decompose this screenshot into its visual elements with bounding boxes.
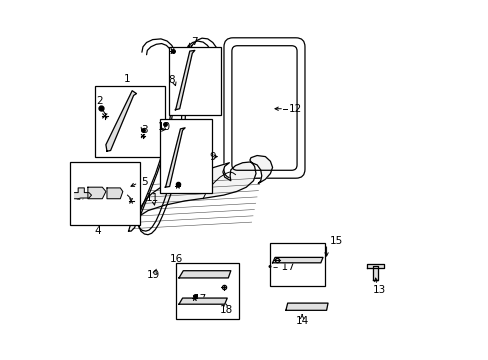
Polygon shape (128, 156, 272, 231)
Polygon shape (106, 91, 136, 151)
Text: 8: 8 (168, 75, 175, 85)
Text: 4: 4 (94, 226, 101, 236)
Polygon shape (179, 271, 230, 278)
Text: 17: 17 (193, 294, 206, 304)
Polygon shape (165, 128, 185, 187)
Text: 6: 6 (74, 192, 80, 202)
Polygon shape (107, 188, 122, 199)
Text: 10: 10 (158, 122, 171, 132)
Text: 19: 19 (147, 270, 160, 280)
Bar (168, 47, 221, 115)
Text: 3: 3 (141, 125, 147, 135)
Bar (70, 162, 140, 225)
Text: 11: 11 (146, 193, 159, 203)
Polygon shape (88, 187, 106, 199)
Text: 12: 12 (288, 104, 301, 114)
Polygon shape (75, 188, 91, 199)
Bar (95, 86, 165, 157)
Text: 2: 2 (96, 96, 102, 106)
Text: 7: 7 (191, 37, 198, 47)
Text: 13: 13 (372, 285, 386, 295)
Bar (160, 119, 212, 193)
Text: 9: 9 (209, 152, 216, 162)
Polygon shape (179, 298, 227, 304)
Polygon shape (372, 266, 378, 280)
Polygon shape (272, 257, 322, 263)
Bar (269, 243, 325, 286)
Text: 14: 14 (295, 316, 308, 326)
Text: 18: 18 (220, 305, 233, 315)
Text: 5: 5 (141, 177, 147, 187)
Text: •– 17: •– 17 (266, 262, 294, 272)
Text: 15: 15 (329, 236, 342, 246)
Bar (176, 263, 239, 319)
Polygon shape (175, 50, 194, 110)
Text: 16: 16 (170, 254, 183, 264)
Polygon shape (285, 303, 327, 310)
Polygon shape (366, 264, 384, 268)
FancyBboxPatch shape (224, 38, 305, 178)
Text: 1: 1 (124, 74, 131, 84)
